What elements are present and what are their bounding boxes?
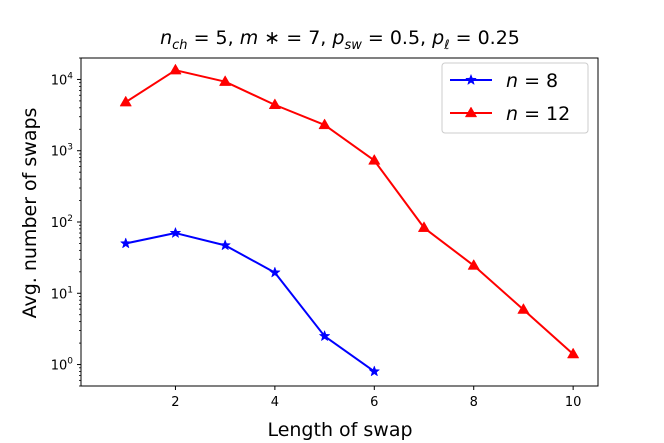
y-tick-label: 104: [51, 71, 74, 88]
data-point-series-2: [567, 347, 580, 359]
y-tick-label: 102: [51, 214, 73, 231]
data-point-series-2: [219, 75, 232, 86]
legend-label-1: n = 8: [506, 70, 558, 92]
chart-title: nch = 5, m ∗ = 7, psw = 0.5, pℓ = 0.25: [160, 27, 520, 53]
legend-marker-2: [464, 106, 478, 118]
series-line-2: [125, 69, 574, 355]
y-axis-label: Avg. number of swaps: [19, 108, 41, 319]
x-tick-label: 10: [565, 395, 582, 410]
x-axis-label: Length of swap: [267, 419, 412, 441]
y-tick-label: 103: [51, 143, 73, 160]
legend: n = 8 n = 12: [441, 62, 589, 134]
series-line-1: [125, 232, 375, 373]
plot-area-frame: [80, 57, 599, 387]
data-point-series-2: [368, 153, 381, 165]
data-point-series-1: [368, 365, 381, 377]
y-tick-label: 101: [51, 285, 73, 302]
data-point-series-1: [169, 226, 182, 239]
x-tick-label: 4: [271, 395, 279, 410]
data-point-series-2: [268, 98, 282, 110]
legend-label-2: n = 12: [506, 103, 570, 125]
x-axis-ticks: 2 4 6 8 10: [171, 386, 581, 410]
y-tick-label: 100: [51, 357, 74, 374]
x-tick-label: 6: [370, 395, 378, 410]
data-point-series-2: [169, 63, 182, 75]
data-point-series-2: [318, 118, 331, 130]
x-tick-label: 2: [171, 395, 179, 410]
series-layer: [119, 63, 580, 377]
data-point-series-2: [467, 259, 480, 270]
data-point-series-1: [119, 237, 132, 249]
legend-marker-1: [465, 73, 477, 86]
data-point-series-2: [119, 95, 132, 107]
data-point-series-2: [417, 221, 431, 232]
data-point-series-2: [517, 303, 530, 314]
y-axis-ticks: 100 101 102 103 104: [51, 57, 81, 387]
data-point-series-1: [318, 329, 331, 342]
data-point-series-1: [268, 266, 281, 278]
x-tick-label: 8: [470, 395, 478, 410]
data-point-series-1: [219, 239, 232, 251]
